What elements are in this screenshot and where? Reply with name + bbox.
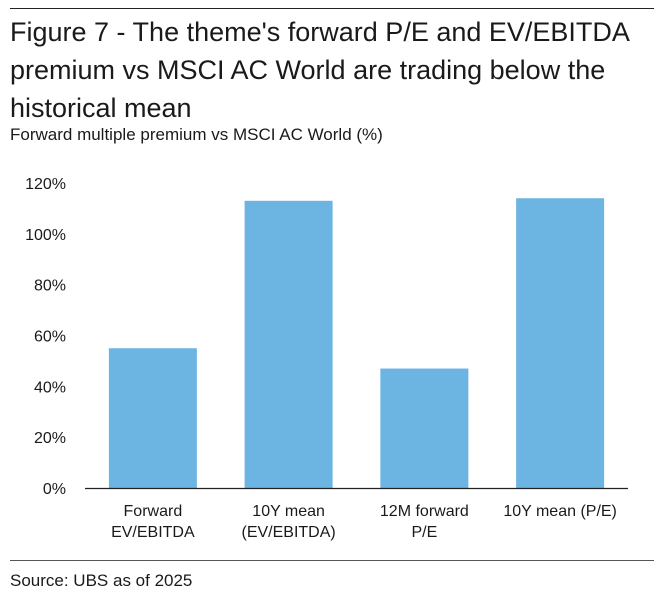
bar-chart: 0% 20% 40% 60% 80% 100% 120% Forward EV/EBITDA 10… (25, 176, 628, 541)
bar (380, 368, 469, 488)
bottom-rule (10, 560, 654, 561)
figure-subtitle: Forward multiple premium vs MSCI AC Worl… (10, 125, 383, 144)
bar (108, 348, 197, 488)
bar (244, 200, 333, 488)
y-tick-label: 0% (43, 481, 66, 498)
x-category-label: Forward EV/EBITDA (111, 503, 195, 541)
top-rule (10, 8, 654, 9)
x-category-label: 12M forward P/E (380, 503, 469, 541)
bar (516, 198, 605, 488)
source-note: Source: UBS as of 2025 (10, 571, 193, 590)
y-tick-label: 100% (25, 227, 66, 244)
x-category-label: 10Y mean (P/E) (503, 503, 617, 520)
y-tick-label: 60% (34, 329, 66, 346)
x-category-label: 10Y mean (EV/EBITDA) (242, 503, 336, 541)
y-tick-label: 40% (34, 379, 66, 396)
y-tick-label: 80% (34, 278, 66, 295)
y-tick-label: 120% (25, 176, 66, 193)
y-tick-label: 20% (34, 430, 66, 447)
figure-title: Figure 7 - The theme's forward P/E and E… (10, 17, 629, 123)
